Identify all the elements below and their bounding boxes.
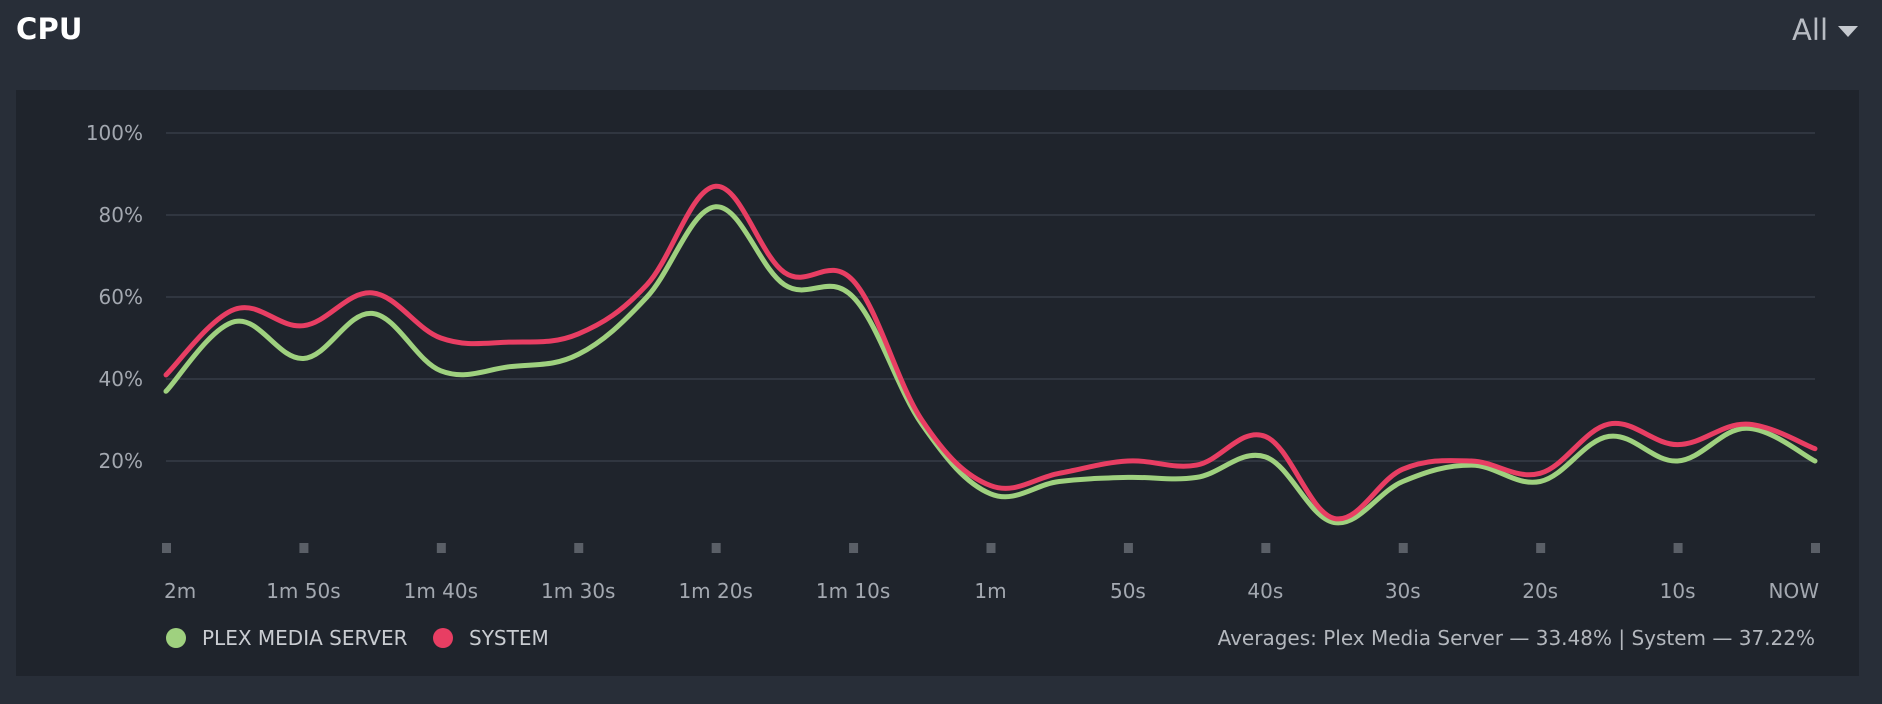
x-tick-label: 10s <box>1660 579 1696 603</box>
x-tick-label: 1m 40s <box>404 579 478 603</box>
x-tick-mark <box>1261 543 1271 553</box>
x-tick-label: 1m 10s <box>816 579 890 603</box>
x-tick-label: 1m 50s <box>266 579 340 603</box>
x-tick-mark <box>1123 543 1133 553</box>
legend-label-plex: PLEX MEDIA SERVER <box>202 626 408 650</box>
chart-title: CPU <box>16 12 83 46</box>
x-tick-mark <box>574 543 584 553</box>
averages-summary: Averages: Plex Media Server — 33.48% | S… <box>1218 626 1815 650</box>
chart-header: CPU All <box>0 0 1882 90</box>
x-tick-label: 1m 20s <box>678 579 752 603</box>
y-tick-label: 80% <box>99 203 143 227</box>
plex-legend-dot <box>166 628 186 648</box>
legend-label-system: SYSTEM <box>469 626 549 650</box>
x-tick-label: 2m <box>164 579 196 603</box>
system-legend-dot <box>433 628 453 648</box>
x-tick-mark <box>436 543 446 553</box>
x-tick-mark <box>1536 543 1546 553</box>
time-range-dropdown[interactable]: All <box>1792 12 1858 48</box>
averages-prefix: Averages: <box>1217 626 1324 650</box>
chart-legend: PLEX MEDIA SERVER SYSTEM Averages: Plex … <box>0 616 1882 664</box>
x-tick-mark <box>162 543 171 553</box>
x-tick-label: 50s <box>1110 579 1146 603</box>
x-tick-mark <box>299 543 309 553</box>
x-tick-label: 20s <box>1522 579 1558 603</box>
x-tick-label: 1m 30s <box>541 579 615 603</box>
plex-media-server-line <box>163 204 1818 526</box>
y-tick-label: 100% <box>86 121 143 145</box>
x-tick-mark <box>986 543 996 553</box>
averages-separator: | <box>1611 626 1632 650</box>
x-tick-mark <box>1398 543 1408 553</box>
x-tick-mark <box>1811 543 1820 553</box>
chart-panel: 20% 40% 60% 80% 100% 2m 1m 50s 1m 40s 1m 30s 1m 2… <box>16 90 1859 676</box>
x-tick-mark <box>849 543 859 553</box>
caret-down-icon <box>1838 25 1858 37</box>
cpu-line-chart: 20% 40% 60% 80% 100% 2m 1m 50s 1m 40s 1m 30s 1m 2… <box>86 121 1820 603</box>
system-line <box>163 183 1818 522</box>
x-tick-label: NOW <box>1769 579 1820 603</box>
legend-item-system: SYSTEM <box>433 626 549 650</box>
x-tick-label: 1m <box>974 579 1006 603</box>
x-tick-label: 30s <box>1385 579 1421 603</box>
x-tick-mark <box>711 543 721 553</box>
y-tick-label: 20% <box>99 449 143 473</box>
averages-plex: Plex Media Server — 33.48% <box>1323 626 1612 650</box>
legend-item-plex: PLEX MEDIA SERVER <box>166 626 407 650</box>
averages-system: System — 37.22% <box>1631 626 1815 650</box>
y-tick-label: 60% <box>99 285 143 309</box>
time-range-label: All <box>1792 13 1828 47</box>
x-tick-mark <box>1673 543 1683 553</box>
x-tick-label: 40s <box>1247 579 1283 603</box>
y-tick-label: 40% <box>99 367 143 391</box>
